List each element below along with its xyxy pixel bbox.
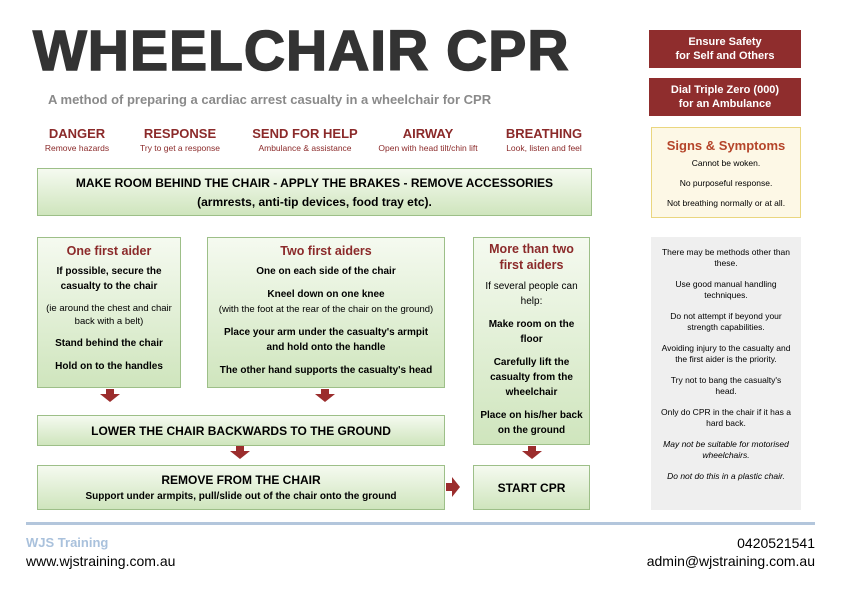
- step-text: Support under armpits, pull/slide out of…: [85, 491, 397, 502]
- notes-box: There may be methods other than these. Us…: [651, 237, 801, 510]
- drsab-heading: BREATHING: [505, 126, 583, 141]
- arrow: [315, 389, 335, 402]
- column-item: (with the foot at the rear of the chair …: [218, 304, 434, 315]
- drsab-text: Look, listen and feel: [506, 143, 582, 153]
- drsab-item: RESPONSE Try to get a response: [115, 126, 245, 153]
- step-line: MAKE ROOM BEHIND THE CHAIR - APPLY THE B…: [75, 176, 554, 190]
- note: Try not to bang the casualty's head.: [670, 375, 782, 396]
- column-item: Stand behind the chair: [55, 338, 163, 349]
- title: WHEELCHAIR CPR: [32, 18, 570, 84]
- alert-line: for an Ambulance: [678, 98, 772, 110]
- note: Do not attempt if beyond your strength c…: [670, 311, 782, 332]
- sign: No purposeful response.: [679, 178, 773, 188]
- step-box: REMOVE FROM THE CHAIR Support under armp…: [37, 465, 445, 510]
- arrow: [522, 446, 542, 459]
- step-line: (armrests, anti-tip devices, food tray e…: [197, 195, 432, 209]
- note: Avoiding injury to the casualty and the …: [661, 343, 791, 364]
- column-item: Place on his/her back on the ground: [480, 410, 583, 436]
- note: Only do CPR in the chair if it has a har…: [661, 407, 791, 428]
- footer-phone: 0420521541: [737, 535, 815, 551]
- drsab-heading: RESPONSE: [143, 126, 217, 141]
- sign: Not breathing normally or at all.: [666, 198, 786, 208]
- drsab-text: Ambulance & assistance: [258, 143, 352, 153]
- footer-website: www.wjstraining.com.au: [26, 553, 176, 569]
- footer-email: admin@wjstraining.com.au: [646, 553, 815, 569]
- column-box: One first aider If possible, secure the …: [37, 237, 181, 388]
- sign: Cannot be woken.: [691, 158, 761, 168]
- alert: Ensure Safety for Self and Others: [649, 30, 801, 68]
- arrow: [230, 446, 250, 459]
- alert-line: Dial Triple Zero (000): [670, 84, 780, 96]
- column-item: Carefully lift the casualty from the whe…: [490, 357, 573, 398]
- drsab-heading: DANGER: [48, 126, 106, 141]
- column-item: One on each side of the chair: [256, 266, 396, 277]
- column-item: Make room on the floor: [488, 319, 575, 345]
- column-item: (ie around the chest and chair back with…: [46, 303, 172, 327]
- footer-org: WJS Training: [26, 535, 109, 550]
- note: Do not do this in a plastic chair.: [667, 471, 785, 481]
- arrow: [446, 477, 460, 497]
- footer-rule: [26, 522, 815, 525]
- drsab-text: Open with head tilt/chin lift: [378, 143, 478, 153]
- arrow: [100, 389, 120, 402]
- column-item: If several people can help:: [485, 281, 578, 307]
- signs-heading: Signs & Symptoms: [666, 138, 786, 153]
- column-item: Kneel down on one knee: [267, 289, 385, 300]
- column-box: Two first aiders One on each side of the…: [207, 237, 445, 388]
- column-box: More than two first aiders If several pe…: [473, 237, 590, 445]
- drsab-item: DANGER Remove hazards: [12, 126, 142, 153]
- note: May not be suitable for motorised wheelc…: [663, 439, 789, 460]
- drsab-heading: SEND FOR HELP: [252, 126, 358, 141]
- column-heading: One first aider: [66, 244, 152, 258]
- alert: Dial Triple Zero (000) for an Ambulance: [649, 78, 801, 116]
- column-item: If possible, secure the casualty to the …: [56, 266, 162, 292]
- start-box: START CPR: [473, 465, 590, 510]
- drsab-text: Try to get a response: [139, 143, 220, 153]
- step-box: MAKE ROOM BEHIND THE CHAIR - APPLY THE B…: [37, 168, 592, 216]
- note: There may be methods other than these.: [661, 247, 791, 268]
- step-heading: REMOVE FROM THE CHAIR: [161, 473, 321, 487]
- drsab-item: BREATHING Look, listen and feel: [479, 126, 609, 153]
- column-item: Place your arm under the casualty's armp…: [223, 327, 429, 353]
- column-item: The other hand supports the casualty's h…: [219, 365, 433, 376]
- note: Use good manual handling techniques.: [675, 279, 777, 300]
- alert-line: Ensure Safety: [688, 36, 762, 48]
- subtitle: A method of preparing a cardiac arrest c…: [48, 92, 492, 107]
- drsab-text: Remove hazards: [44, 143, 110, 153]
- drsab-item: SEND FOR HELP Ambulance & assistance: [240, 126, 370, 153]
- drsab-item: AIRWAY Open with head tilt/chin lift: [363, 126, 493, 153]
- column-item: Hold on to the handles: [55, 361, 163, 372]
- column-heading: Two first aiders: [280, 244, 372, 258]
- alert-line: for Self and Others: [675, 50, 775, 62]
- drsab-heading: AIRWAY: [402, 126, 454, 141]
- step-box: LOWER THE CHAIR BACKWARDS TO THE GROUND: [37, 415, 445, 446]
- signs-box: Signs & Symptoms Cannot be woken. No pur…: [651, 127, 801, 218]
- column-heading: More than two first aiders: [489, 242, 574, 272]
